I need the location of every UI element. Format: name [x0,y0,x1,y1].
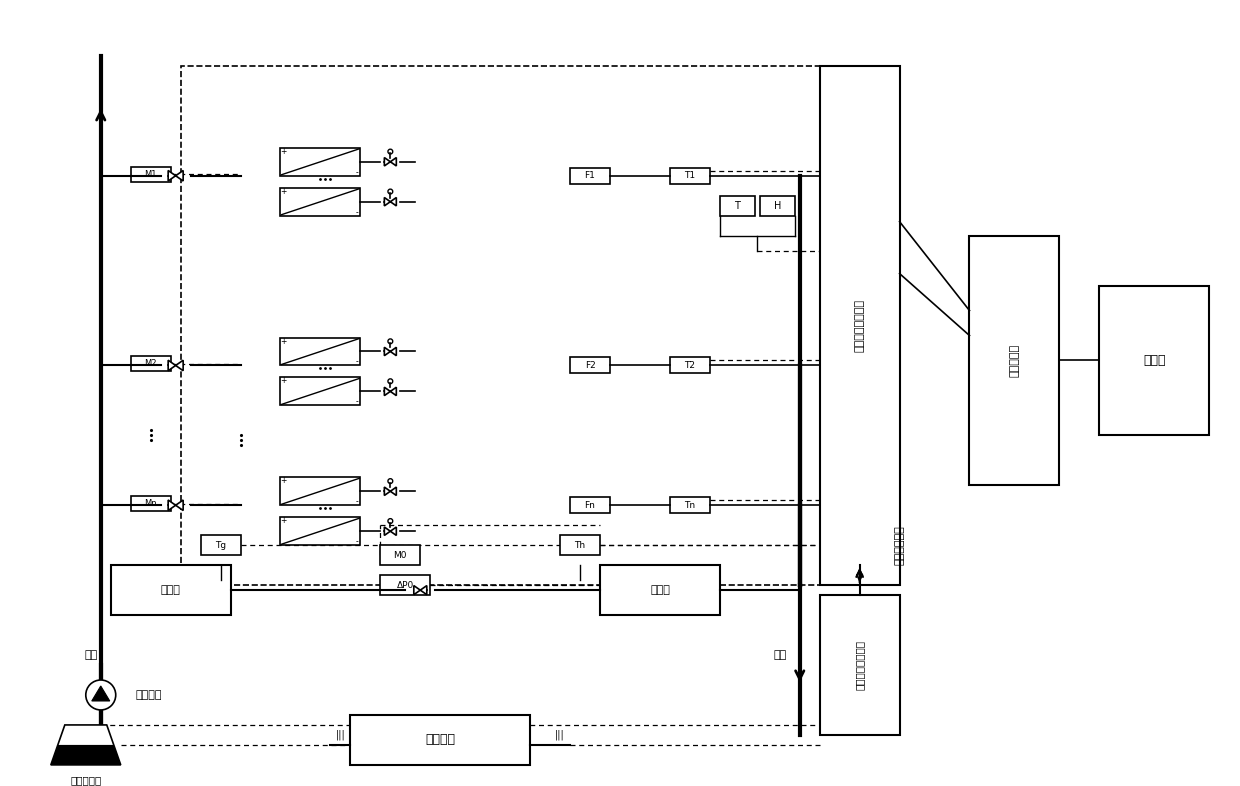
Polygon shape [51,745,120,765]
FancyBboxPatch shape [570,167,610,184]
Text: +: + [280,187,286,196]
FancyBboxPatch shape [670,498,709,513]
Polygon shape [176,171,184,181]
Text: T2: T2 [684,361,696,370]
FancyBboxPatch shape [381,575,430,595]
Polygon shape [51,725,120,765]
Text: -: - [356,167,358,177]
FancyBboxPatch shape [280,188,361,215]
FancyBboxPatch shape [381,545,420,565]
FancyBboxPatch shape [280,337,361,365]
Text: 冷量供需平衡控制: 冷量供需平衡控制 [854,640,864,690]
Text: 计算机: 计算机 [1143,354,1166,367]
Text: Mn: Mn [144,499,157,509]
Polygon shape [384,527,391,535]
FancyBboxPatch shape [130,167,171,182]
Text: Tn: Tn [684,501,696,510]
Text: -: - [356,537,358,546]
Text: M0: M0 [393,551,407,560]
Polygon shape [391,197,397,206]
Text: |||: ||| [336,729,345,740]
Polygon shape [391,347,397,356]
Polygon shape [176,500,184,510]
Text: 分水器: 分水器 [161,585,181,595]
Text: 网络控制器: 网络控制器 [1009,344,1019,377]
FancyBboxPatch shape [600,565,720,615]
Text: M2: M2 [144,359,157,369]
FancyBboxPatch shape [670,167,709,184]
Text: 回水: 回水 [774,650,786,660]
Polygon shape [384,197,391,206]
Text: Tg: Tg [215,541,226,549]
FancyBboxPatch shape [760,196,795,215]
FancyBboxPatch shape [130,496,171,511]
Text: +: + [280,336,286,346]
Text: 循环水泵: 循环水泵 [135,690,162,700]
Polygon shape [384,347,391,356]
Polygon shape [384,157,391,166]
Polygon shape [92,686,110,701]
FancyBboxPatch shape [670,358,709,373]
Polygon shape [391,157,397,166]
Text: 末端冷量平衡控制: 末端冷量平衡控制 [854,299,864,352]
Polygon shape [391,387,397,395]
FancyBboxPatch shape [110,565,231,615]
Text: F2: F2 [585,361,595,370]
Text: +: + [280,147,286,156]
Text: 集水器: 集水器 [650,585,670,595]
FancyBboxPatch shape [280,477,361,505]
FancyBboxPatch shape [570,498,610,513]
FancyBboxPatch shape [280,148,361,176]
Polygon shape [169,171,176,181]
FancyBboxPatch shape [820,595,899,735]
FancyBboxPatch shape [130,357,171,372]
Polygon shape [391,487,397,495]
Text: H: H [774,200,781,211]
FancyBboxPatch shape [720,196,755,215]
FancyBboxPatch shape [1100,285,1209,435]
FancyBboxPatch shape [570,358,610,373]
FancyBboxPatch shape [351,715,531,765]
Polygon shape [169,500,176,510]
Text: Th: Th [574,541,585,549]
Text: +: + [280,376,286,385]
Polygon shape [384,487,391,495]
Text: 智能变频柜: 智能变频柜 [71,775,102,785]
Text: 冷水机组: 冷水机组 [425,733,455,747]
Text: +: + [280,476,286,485]
Bar [181,66,820,585]
Text: -: - [356,498,358,506]
Text: |||: ||| [556,729,565,740]
Text: 现场控制网络: 现场控制网络 [894,525,905,565]
FancyBboxPatch shape [970,236,1059,485]
Text: -: - [356,398,358,406]
Text: M1: M1 [144,170,157,178]
FancyBboxPatch shape [280,377,361,406]
Text: T1: T1 [684,171,696,180]
Polygon shape [391,527,397,535]
Polygon shape [169,360,176,371]
Text: F1: F1 [584,171,595,180]
FancyBboxPatch shape [820,66,899,585]
Text: -: - [356,208,358,217]
Polygon shape [414,586,420,595]
Text: ΔP0: ΔP0 [397,581,414,590]
Text: +: + [280,516,286,525]
Polygon shape [384,387,391,395]
Circle shape [86,680,115,710]
Polygon shape [176,360,184,371]
Text: Fn: Fn [584,501,595,510]
FancyBboxPatch shape [280,517,361,545]
Text: 供水: 供水 [84,650,98,660]
Text: T: T [734,200,740,211]
FancyBboxPatch shape [560,535,600,555]
Text: -: - [356,358,358,366]
Polygon shape [420,586,427,595]
FancyBboxPatch shape [201,535,241,555]
